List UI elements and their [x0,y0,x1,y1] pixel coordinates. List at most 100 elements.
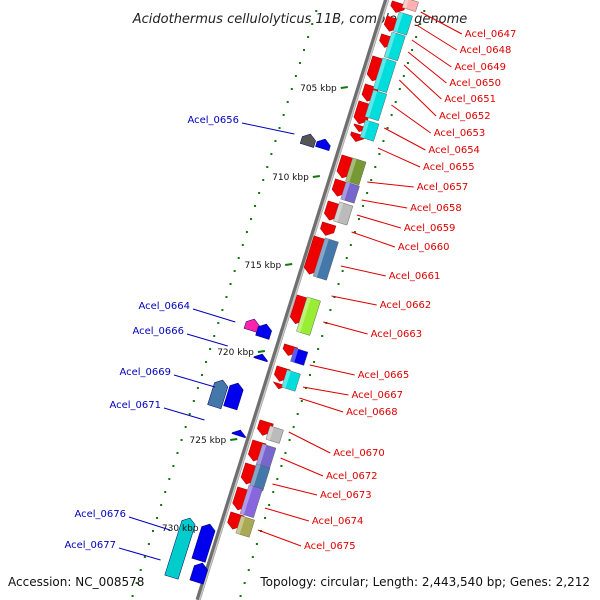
forward-leader-line [299,397,344,413]
forward-leader-line [361,199,408,209]
guide-dot [233,270,236,272]
forward-gene-label: Acel_0650 [449,78,501,89]
forward-leader-line [383,127,426,151]
guide-dot [258,192,261,194]
forward-gene-label: Acel_0668 [346,407,398,418]
guide-dot [196,387,199,389]
guide-dot [415,36,418,38]
reverse-leader-line [118,547,161,561]
forward-leader-line [391,104,432,134]
guide-dot [321,335,324,337]
guide-dot [390,114,393,116]
guide-dot [276,478,279,480]
forward-gene-label: Acel_0662 [380,300,432,311]
forward-gene-label: Acel_0647 [465,29,517,40]
gene-block [235,515,255,538]
gene-block [392,11,413,36]
scale-tick-label: 725 kbp [190,436,227,446]
reverse-gene-arrow [255,323,272,340]
guide-dot [213,335,216,337]
guide-dot [270,153,273,155]
forward-leader-line [398,79,437,117]
guide-dot [382,140,385,142]
scale-tick-label: 730 kbp [162,524,199,534]
guide-dot [160,504,163,506]
forward-gene-label: Acel_0663 [371,329,423,340]
reverse-gene-label: Acel_0656 [187,115,239,126]
guide-dot [370,179,373,181]
guide-dot [168,478,171,480]
guide-dot [398,88,401,90]
guide-dot [188,413,191,415]
guide-dot [290,88,293,90]
forward-leader-line [411,39,452,68]
guide-dot [247,569,250,571]
guide-dot [357,218,360,220]
forward-leader-line [264,507,310,522]
guide-dot [341,270,344,272]
reverse-gene-label: Acel_0666 [132,326,184,337]
reverse-gene-arrow [231,429,246,439]
gene-block [401,0,419,12]
guide-dot [298,62,301,64]
guide-dot [311,23,314,25]
guide-dot [419,23,422,25]
guide-dot [241,244,244,246]
guide-dot [274,140,277,142]
forward-leader-line [302,386,349,396]
forward-leader-line [407,51,447,84]
accession-text: Accession: NC_008578 [8,575,144,589]
guide-dot [308,374,311,376]
forward-gene-label: Acel_0674 [312,516,364,527]
track-layer [131,0,426,600]
guide-dot [337,283,340,285]
guide-dot [221,309,224,311]
scale-tick [312,175,320,178]
forward-gene-label: Acel_0673 [320,490,372,501]
forward-gene-label: Acel_0665 [358,370,410,381]
guide-dot [362,205,365,207]
gene-block [345,157,367,186]
topology-text: Topology: circular; Length: 2,443,540 bp… [259,575,590,589]
guide-dot [300,400,303,402]
guide-dot [264,517,267,519]
guide-dot [262,179,265,181]
guide-dot [423,10,426,12]
guide-dot [272,491,275,493]
guide-dot [268,504,271,506]
forward-gene-label: Acel_0648 [460,45,512,56]
guide-dot [315,10,318,12]
forward-leader-line [367,181,414,188]
forward-gene-label: Acel_0672 [326,471,378,482]
scale-tick-label: 705 kbp [300,84,337,94]
reverse-leader-line [173,374,216,388]
guide-dot [172,465,175,467]
guide-dot [217,322,220,324]
forward-gene-label: Acel_0655 [423,162,475,173]
forward-leader-line [377,147,421,168]
guide-dot [411,49,414,51]
forward-gene-label: Acel_0675 [304,541,356,552]
guide-dot [280,465,283,467]
guide-dot [200,374,203,376]
reverse-leader-line [163,407,205,421]
forward-gene-label: Acel_0667 [351,390,403,401]
guide-dot [245,231,248,233]
guide-dot [192,400,195,402]
label-layer: 705 kbp 710 kbp 715 kbp 720 kbp 725 kbp 730 k… [64,11,517,561]
guide-dot [307,36,310,38]
guide-dot [282,114,285,116]
reverse-leader-line [186,333,228,347]
guide-dot [366,192,369,194]
guide-dot [176,452,179,454]
reverse-gene-label: Acel_0676 [74,509,126,520]
guide-dot [205,361,208,363]
reverse-gene-arrow [207,379,229,410]
guide-dot [278,127,281,129]
gene-block [265,425,284,444]
guide-dot [296,413,299,415]
guide-dot [386,127,389,129]
guide-dot [266,166,269,168]
guide-dot [243,582,246,584]
